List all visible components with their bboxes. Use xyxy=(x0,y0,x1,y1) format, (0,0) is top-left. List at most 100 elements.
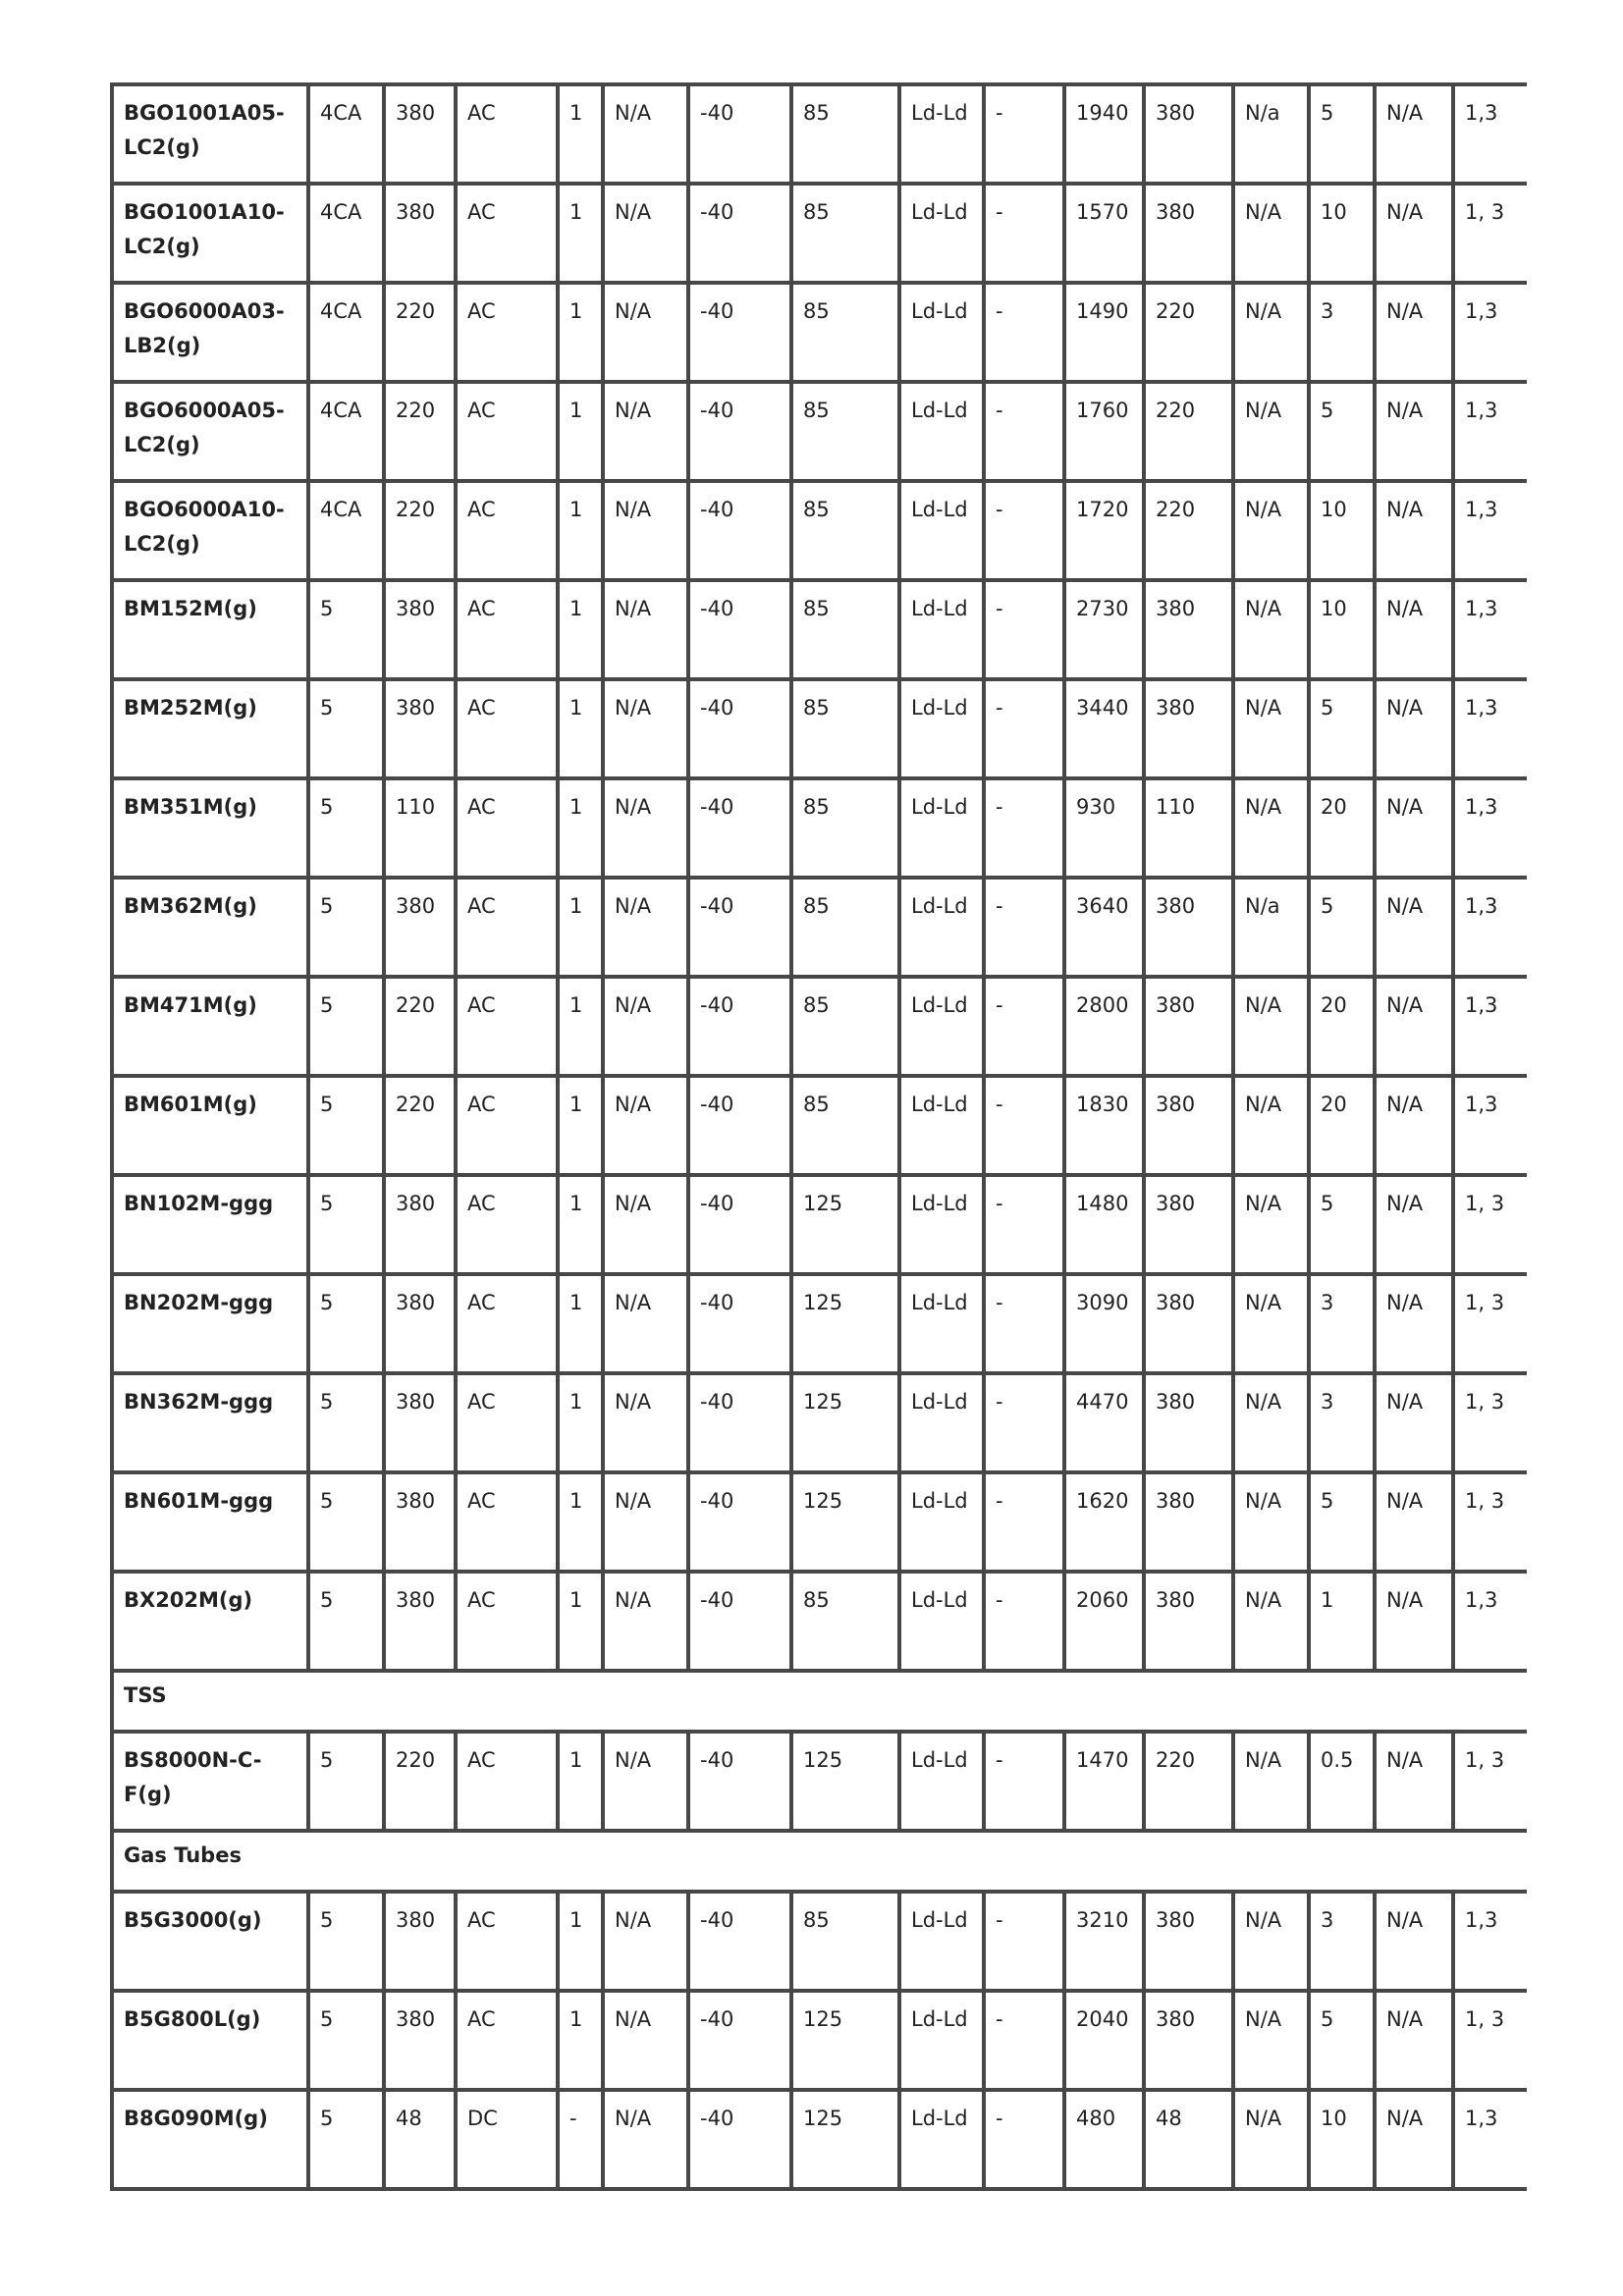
table-cell: 380 xyxy=(382,876,456,979)
table-cell: 1,3 xyxy=(1451,479,1527,582)
table-cell: N/A xyxy=(601,1371,688,1474)
table-cell: 5 xyxy=(306,1272,384,1375)
table-cell: 85 xyxy=(789,82,899,186)
table-cell: -40 xyxy=(686,1989,791,2092)
table-cell: 380 xyxy=(382,677,456,780)
table-cell: N/A xyxy=(1231,2088,1309,2191)
table-cell: 125 xyxy=(789,2088,899,2191)
table-cell: N/A xyxy=(1373,1570,1453,1673)
table-row: BGO6000A10-LC2(g) 4CA 220 AC 1 N/A -40 85 Ld-Ld -… xyxy=(110,479,1527,582)
table-cell: - xyxy=(982,1470,1064,1574)
table-row: BM152M(g) 5 380 AC 1 N/A -40 85 Ld-Ld -2730 380 N/A… xyxy=(110,578,1527,681)
table-cell: -40 xyxy=(686,1371,791,1474)
table-cell: - xyxy=(982,182,1064,285)
part-number-cell: BS8000N-C-F(g) xyxy=(110,1730,308,1833)
table-cell: N/A xyxy=(1231,1730,1309,1833)
table-row: BGO1001A05-LC2(g) 4CA 380 AC 1 N/A -40 85 Ld-Ld -… xyxy=(110,82,1527,186)
table-cell: 380 xyxy=(382,182,456,285)
table-cell: -40 xyxy=(686,578,791,681)
part-number-cell: BM601M(g) xyxy=(110,1074,308,1177)
part-number-cell: BGO6000A10-LC2(g) xyxy=(110,479,308,582)
table-cell: 1 xyxy=(556,578,603,681)
table-cell: - xyxy=(982,876,1064,979)
table-cell: 380 xyxy=(1142,82,1233,186)
table-cell: 5 xyxy=(306,1890,384,1993)
table-cell: 85 xyxy=(789,578,899,681)
table-cell: 1 xyxy=(556,876,603,979)
table-row: BX202M(g) 5 380 AC 1 N/A -40 85 Ld-Ld -2060 380 N/A… xyxy=(110,1570,1527,1673)
table-cell: 4CA xyxy=(306,380,384,483)
table-cell: N/A xyxy=(1373,876,1453,979)
table-cell: N/A xyxy=(1373,1989,1453,2092)
table-cell: 2800 xyxy=(1062,975,1144,1078)
table-cell: 5 xyxy=(306,1371,384,1474)
table-cell: N/A xyxy=(1231,578,1309,681)
table-cell: AC xyxy=(454,1173,558,1276)
table-cell: 20 xyxy=(1307,975,1375,1078)
table-cell: N/A xyxy=(1373,1074,1453,1177)
table-cell: Ld-Ld xyxy=(897,677,984,780)
table-cell: Ld-Ld xyxy=(897,1730,984,1833)
table-row: BN601M-ggg 5 380 AC 1 N/A -40 125 Ld-Ld -1620 380 N… xyxy=(110,1470,1527,1574)
table-cell: - xyxy=(982,1890,1064,1993)
table-cell: 1,3 xyxy=(1451,281,1527,384)
table-cell: 5 xyxy=(1307,380,1375,483)
table-cell: 1,3 xyxy=(1451,82,1527,186)
table-cell: - xyxy=(982,380,1064,483)
part-number-cell: BX202M(g) xyxy=(110,1570,308,1673)
table-cell: 1,3 xyxy=(1451,578,1527,681)
table-cell: N/A xyxy=(601,1074,688,1177)
part-number-cell: B5G3000(g) xyxy=(110,1890,308,1993)
table-cell: 380 xyxy=(382,1890,456,1993)
section-label: TSS xyxy=(110,1669,1527,1734)
table-cell: 5 xyxy=(1307,82,1375,186)
table-cell: 3 xyxy=(1307,281,1375,384)
table-cell: 1 xyxy=(556,380,603,483)
table-cell: 380 xyxy=(1142,1173,1233,1276)
table-cell: Ld-Ld xyxy=(897,975,984,1078)
table-cell: 1,3 xyxy=(1451,975,1527,1078)
table-cell: 380 xyxy=(1142,1470,1233,1574)
table-cell: 220 xyxy=(382,1074,456,1177)
table-cell: Ld-Ld xyxy=(897,82,984,186)
table-cell: 125 xyxy=(789,1272,899,1375)
table-cell: N/A xyxy=(601,479,688,582)
table-cell: 1, 3 xyxy=(1451,1730,1527,1833)
table-cell: 380 xyxy=(382,82,456,186)
table-cell: 4CA xyxy=(306,82,384,186)
part-number-cell: BM152M(g) xyxy=(110,578,308,681)
table-cell: 1,3 xyxy=(1451,2088,1527,2191)
table-cell: 1 xyxy=(556,1074,603,1177)
table-cell: 380 xyxy=(1142,876,1233,979)
table-cell: 125 xyxy=(789,1730,899,1833)
table-cell: - xyxy=(556,2088,603,2191)
table-cell: - xyxy=(982,1173,1064,1276)
table-cell: AC xyxy=(454,1890,558,1993)
table-cell: 85 xyxy=(789,479,899,582)
table-cell: 1,3 xyxy=(1451,776,1527,880)
part-number-cell: BGO1001A10-LC2(g) xyxy=(110,182,308,285)
table-cell: 85 xyxy=(789,380,899,483)
table-cell: 2060 xyxy=(1062,1570,1144,1673)
table-cell: - xyxy=(982,1371,1064,1474)
table-cell: 10 xyxy=(1307,578,1375,681)
table-cell: 5 xyxy=(306,1730,384,1833)
table-cell: 5 xyxy=(306,1989,384,2092)
table-cell: 3 xyxy=(1307,1890,1375,1993)
table-cell: N/A xyxy=(601,677,688,780)
table-cell: 1 xyxy=(556,1570,603,1673)
table-cell: N/A xyxy=(1231,182,1309,285)
table-cell: N/A xyxy=(1231,975,1309,1078)
table-cell: 1, 3 xyxy=(1451,1272,1527,1375)
table-cell: 85 xyxy=(789,1074,899,1177)
table-cell: 220 xyxy=(382,975,456,1078)
table-cell: - xyxy=(982,479,1064,582)
table-cell: 220 xyxy=(1142,281,1233,384)
table-cell: 125 xyxy=(789,1371,899,1474)
table-cell: 1,3 xyxy=(1451,876,1527,979)
table-cell: 380 xyxy=(1142,1890,1233,1993)
table-cell: 125 xyxy=(789,1989,899,2092)
part-number-cell: BM471M(g) xyxy=(110,975,308,1078)
table-cell: 5 xyxy=(306,2088,384,2191)
table-cell: -40 xyxy=(686,975,791,1078)
